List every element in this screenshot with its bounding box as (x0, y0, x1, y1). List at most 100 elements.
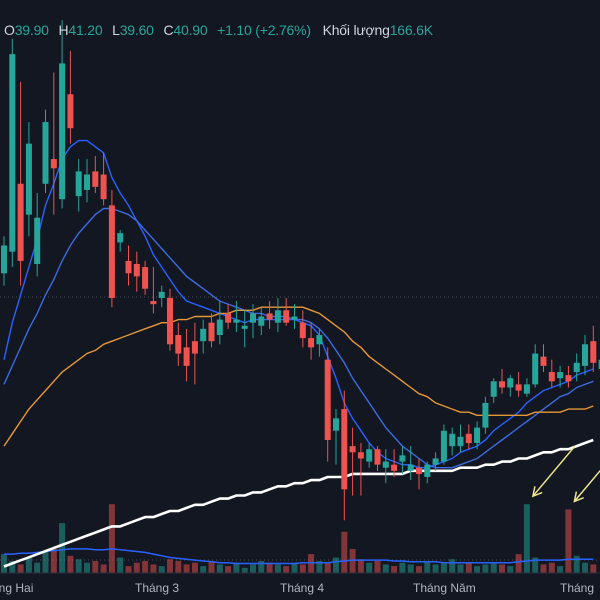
candlestick (349, 427, 356, 496)
x-tick-label: Tháng (560, 581, 595, 595)
candle-body (548, 372, 555, 382)
candle-body (457, 436, 464, 447)
candlestick (457, 424, 464, 453)
candlestick (391, 449, 398, 477)
candle-body (557, 372, 564, 379)
volume-bar (349, 548, 356, 573)
candlestick (233, 301, 240, 332)
candle-body (175, 335, 182, 354)
candlestick (208, 313, 215, 348)
candlestick (507, 375, 514, 397)
candlestick (407, 446, 414, 481)
candlestick (523, 378, 530, 397)
volume-bar (366, 562, 373, 573)
volume-bar (158, 566, 165, 573)
candle-body (499, 381, 505, 388)
close-value: 40.90 (173, 22, 208, 38)
candle-body (59, 63, 66, 200)
volume-bar (133, 562, 140, 573)
change-value: +1.10 (+2.76%) (217, 22, 311, 38)
candle-body (316, 335, 323, 345)
candlestick (191, 322, 198, 385)
volume-bar (50, 548, 57, 573)
candlestick (167, 288, 173, 351)
volume-bar (67, 555, 74, 573)
volume-bar (59, 523, 66, 573)
candlestick (532, 344, 539, 388)
low-key: L (112, 22, 120, 38)
candle-body (34, 217, 41, 265)
ma-mid-line (3, 207, 594, 469)
volume-bar (474, 566, 481, 573)
candle-body (67, 94, 74, 129)
volume-bar (117, 557, 124, 573)
volume-bar (457, 564, 464, 573)
volume-bar (416, 566, 422, 573)
candle-body (540, 356, 547, 366)
candlestick (108, 189, 115, 308)
candlestick (482, 396, 489, 434)
x-tick-label: Tháng 4 (280, 581, 325, 595)
volume-bar (142, 560, 149, 573)
volume-bar (515, 554, 522, 573)
ohlc-legend: O39.90 H41.20 L39.60 C40.90 +1.10 (+2.76… (4, 22, 439, 38)
volume-bar (100, 564, 107, 573)
volume-bar (565, 509, 572, 573)
candlestick (357, 443, 364, 496)
candle-body (299, 322, 306, 339)
volume-bar (582, 562, 588, 573)
candle-body (407, 464, 414, 471)
candlestick (125, 245, 132, 286)
candlestick (557, 365, 564, 388)
high-key: H (58, 22, 69, 38)
candle-body (357, 452, 364, 459)
candlestick (382, 449, 389, 484)
candlestick (75, 159, 82, 212)
volume-bar (299, 564, 306, 573)
volume-bar (540, 564, 547, 573)
volume-bar (225, 566, 232, 573)
volume-bar (25, 557, 32, 573)
volume-bar (465, 562, 472, 573)
candle-body (274, 310, 281, 323)
candle-body (349, 446, 356, 453)
candlestick (590, 325, 597, 373)
candle-body (150, 301, 157, 305)
candle-body (208, 322, 215, 342)
candle-body (283, 310, 290, 323)
volume-bar (399, 562, 406, 573)
candle-body (515, 384, 522, 391)
candlestick (324, 347, 331, 462)
candle-body (1, 245, 7, 274)
candlestick (133, 251, 140, 292)
arrow-shaft (573, 469, 600, 502)
candle-body (333, 418, 339, 431)
candlestick (274, 297, 281, 332)
candlestick (1, 236, 7, 286)
annotation-arrow (531, 445, 576, 498)
candle-body (416, 467, 422, 474)
candlestick (308, 322, 315, 360)
volume-key: Khối lượng (322, 22, 390, 38)
candle-body (200, 328, 207, 342)
candle-body (25, 143, 32, 215)
volume-bar (440, 562, 447, 573)
candlestick (158, 285, 165, 308)
candlestick (474, 421, 481, 450)
candlestick (490, 378, 497, 403)
candlestick (142, 260, 149, 295)
volume-bar (258, 560, 265, 573)
candlestick (573, 353, 580, 382)
candlestick (366, 443, 373, 468)
volume-bar (391, 566, 398, 573)
open-key: O (4, 22, 15, 38)
candlestick (200, 319, 207, 354)
candlestick (515, 372, 522, 397)
candle-body (183, 347, 190, 366)
candle-body (225, 313, 232, 323)
candlestick (432, 452, 439, 471)
candlestick (34, 193, 41, 277)
candlestick (449, 427, 456, 456)
candle-body (92, 171, 99, 187)
